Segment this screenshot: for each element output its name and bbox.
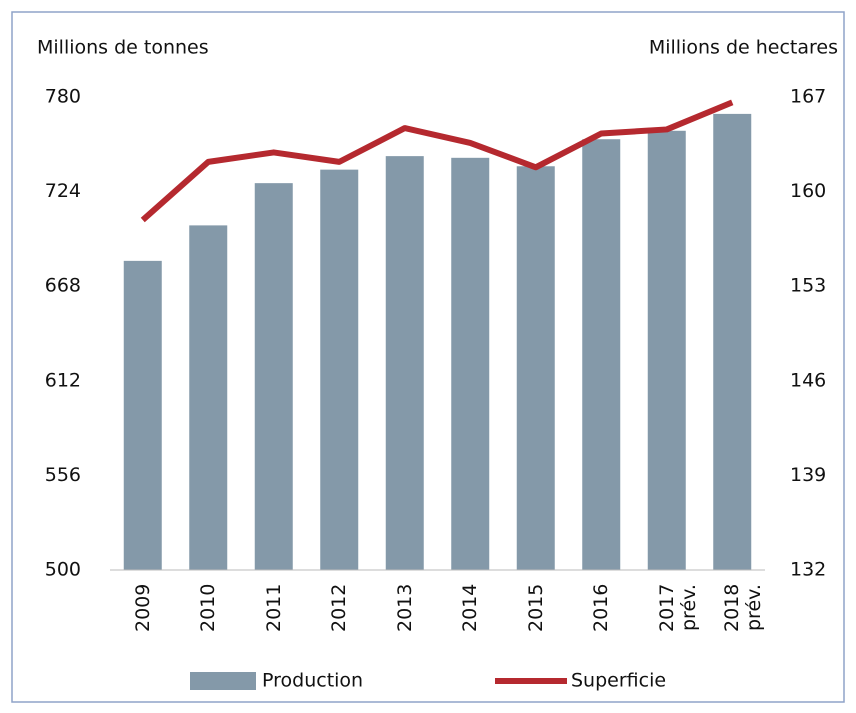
y-tick-label: 668 [45,275,81,297]
bar [320,169,359,570]
y2-tick-label: 160 [790,180,826,202]
x-tick-label: 2018 prév. [721,584,766,633]
x-tick-label: 2016 [590,584,613,633]
frame [11,11,845,703]
legend-label: Superficie [571,670,666,692]
bar [123,260,162,570]
x-tick-label: 2015 [524,584,547,633]
y-tick-label: 612 [45,369,81,391]
bar [713,113,752,571]
y2-axis-title: Millions de hectares [649,37,838,59]
x-tick-label: 2009 [131,584,154,633]
y-tick-label: 780 [45,86,81,108]
y2-tick-label: 167 [790,86,826,108]
y2-tick-label: 132 [790,559,826,581]
y-tick-label: 500 [45,559,81,581]
legend-label: Production [262,670,363,692]
x-tick-label: 2012 [328,584,351,633]
bar [189,225,228,570]
x-tick-label: 2010 [197,584,220,633]
bar [582,139,621,570]
bar [385,156,424,570]
y-tick-label: 556 [45,464,81,486]
bar [647,130,686,571]
x-tick-label: 2013 [393,584,416,633]
bar [254,183,293,570]
x-tick-label: 2011 [262,584,285,633]
x-tick-label: 2017 prév. [655,584,700,633]
bar [516,166,555,570]
y2-tick-label: 153 [790,275,826,297]
y-tick-label: 724 [45,180,81,202]
y-axis-title: Millions de tonnes [37,37,209,59]
line [140,99,734,223]
y2-tick-label: 146 [790,369,826,391]
legend-swatch [190,672,256,690]
bar [451,157,490,571]
y2-tick-label: 139 [790,464,826,486]
x-tick-label: 2014 [459,584,482,633]
